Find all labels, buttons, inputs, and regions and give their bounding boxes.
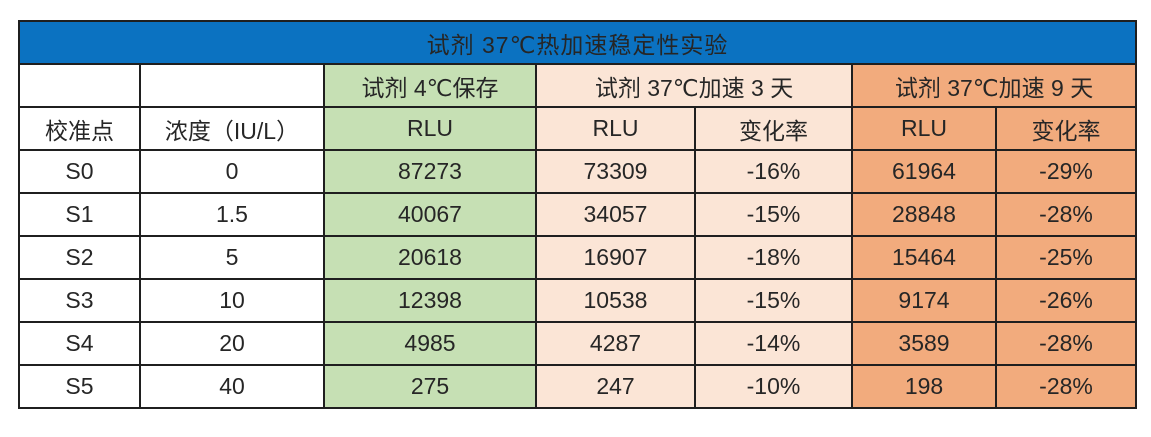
concentration-cell: 40 — [139, 364, 325, 409]
rlu-4c-cell: 40067 — [323, 192, 537, 237]
table-row: S3 10 12398 10538 -15% 9174 -26% — [18, 278, 1138, 323]
change-3d-cell: -15% — [694, 278, 853, 323]
header-rlu-3d: RLU — [535, 106, 696, 151]
table-row: S2 5 20618 16907 -18% 15464 -25% — [18, 235, 1138, 280]
rlu-9d-cell: 9174 — [851, 278, 997, 323]
rlu-9d-cell: 15464 — [851, 235, 997, 280]
concentration-cell: 1.5 — [139, 192, 325, 237]
header-concentration: 浓度（IU/L） — [139, 106, 325, 151]
rlu-9d-cell: 3589 — [851, 321, 997, 366]
rlu-4c-cell: 275 — [323, 364, 537, 409]
rlu-3d-cell: 16907 — [535, 235, 696, 280]
blank-cell — [18, 63, 141, 108]
title-row: 试剂 37℃热加速稳定性实验 — [17, 20, 1138, 65]
table-title: 试剂 37℃热加速稳定性实验 — [17, 20, 1138, 65]
rlu-3d-cell: 73309 — [535, 149, 696, 194]
change-3d-cell: -15% — [694, 192, 853, 237]
rlu-9d-cell: 61964 — [851, 149, 997, 194]
rlu-4c-cell: 4985 — [323, 321, 537, 366]
rlu-9d-cell: 28848 — [851, 192, 997, 237]
rlu-3d-cell: 4287 — [535, 321, 696, 366]
group-header-4c-storage: 试剂 4℃保存 — [323, 63, 537, 108]
change-9d-cell: -28% — [994, 192, 1138, 237]
rlu-4c-cell: 87273 — [323, 149, 537, 194]
change-3d-cell: -16% — [694, 149, 853, 194]
cal-point-cell: S4 — [18, 321, 141, 366]
cal-point-cell: S1 — [18, 192, 141, 237]
table-row: S0 0 87273 73309 -16% 61964 -29% — [18, 149, 1138, 194]
table-row: S1 1.5 40067 34057 -15% 28848 -28% — [18, 192, 1138, 237]
header-change-3d: 变化率 — [694, 106, 853, 151]
column-header-row: 校准点 浓度（IU/L） RLU RLU 变化率 RLU 变化率 — [18, 106, 1138, 151]
blank-cell — [139, 63, 325, 108]
rlu-9d-cell: 198 — [851, 364, 997, 409]
header-rlu-4c: RLU — [323, 106, 537, 151]
cal-point-cell: S3 — [18, 278, 141, 323]
concentration-cell: 0 — [139, 149, 325, 194]
change-9d-cell: -29% — [994, 149, 1138, 194]
header-rlu-9d: RLU — [851, 106, 997, 151]
cal-point-cell: S0 — [18, 149, 141, 194]
change-9d-cell: -26% — [994, 278, 1138, 323]
group-header-row: 试剂 4℃保存 试剂 37℃加速 3 天 试剂 37℃加速 9 天 — [18, 63, 1138, 108]
header-change-9d: 变化率 — [994, 106, 1138, 151]
concentration-cell: 10 — [139, 278, 325, 323]
change-9d-cell: -28% — [994, 321, 1138, 366]
concentration-cell: 5 — [139, 235, 325, 280]
change-3d-cell: -10% — [694, 364, 853, 409]
group-header-37c-3d: 试剂 37℃加速 3 天 — [535, 63, 853, 108]
table-row: S5 40 275 247 -10% 198 -28% — [18, 364, 1138, 409]
change-9d-cell: -25% — [994, 235, 1138, 280]
concentration-cell: 20 — [139, 321, 325, 366]
group-header-37c-9d: 试剂 37℃加速 9 天 — [850, 63, 1138, 108]
rlu-3d-cell: 34057 — [535, 192, 696, 237]
cal-point-cell: S5 — [18, 364, 141, 409]
rlu-4c-cell: 12398 — [323, 278, 537, 323]
header-cal-point: 校准点 — [18, 106, 141, 151]
rlu-3d-cell: 10538 — [535, 278, 696, 323]
table-row: S4 20 4985 4287 -14% 3589 -28% — [18, 321, 1138, 366]
cal-point-cell: S2 — [18, 235, 141, 280]
rlu-4c-cell: 20618 — [323, 235, 537, 280]
change-9d-cell: -28% — [994, 364, 1138, 409]
change-3d-cell: -14% — [694, 321, 853, 366]
change-3d-cell: -18% — [694, 235, 853, 280]
stability-table: 试剂 37℃热加速稳定性实验 试剂 4℃保存 试剂 37℃加速 3 天 试剂 3… — [17, 20, 1138, 409]
rlu-3d-cell: 247 — [535, 364, 696, 409]
